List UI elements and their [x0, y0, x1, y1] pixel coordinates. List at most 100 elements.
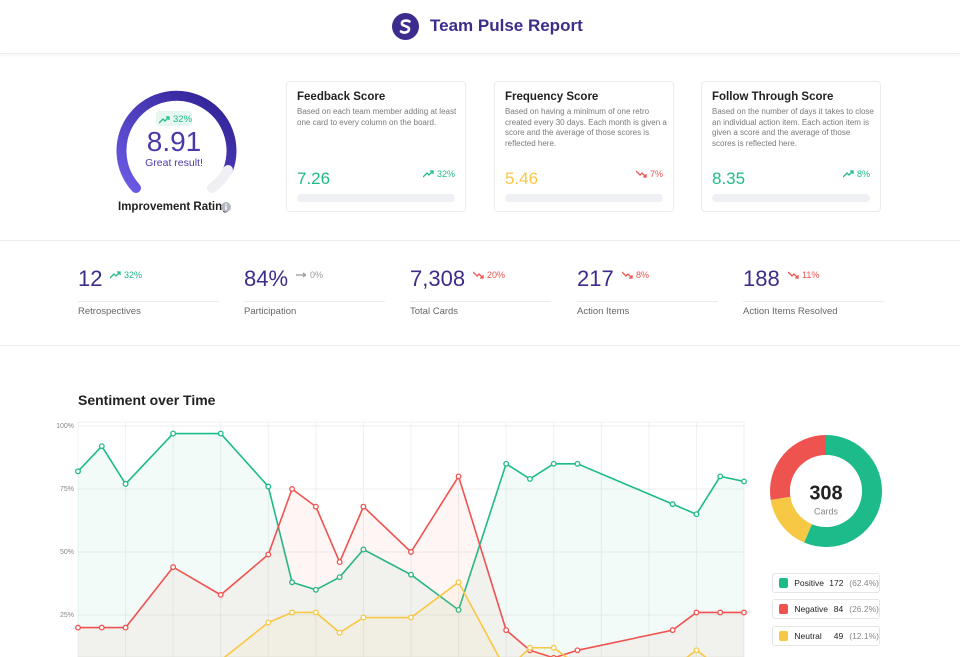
point [289, 609, 296, 616]
point [717, 609, 724, 616]
area [78, 476, 744, 657]
point [312, 586, 319, 593]
legend-name: Positive [794, 578, 824, 588]
stat-divider [244, 301, 385, 302]
line [223, 581, 707, 657]
legend-swatch [779, 604, 789, 614]
donut-total: 308 [809, 482, 842, 504]
point [170, 564, 177, 571]
legend-item: Positive 172 (62.4%) [772, 573, 880, 593]
point [693, 511, 700, 518]
change-value: 32% [436, 169, 455, 179]
y-tick-label: 100% [56, 423, 74, 430]
change-value: 32% [124, 270, 143, 280]
stat-label: Action Items Resolved [743, 306, 838, 317]
stat-value: 188 [743, 266, 780, 291]
progress-track [297, 194, 455, 202]
point [122, 481, 129, 487]
point [669, 501, 676, 508]
card-change: 8% [842, 169, 870, 179]
y-tick-label: 50% [60, 549, 74, 556]
y-tick-label: 75% [60, 486, 74, 493]
separator [0, 240, 960, 241]
separator [0, 345, 960, 346]
trend-icon [635, 170, 647, 178]
stat-value: 84% [244, 266, 289, 291]
point [122, 624, 129, 631]
point [360, 614, 367, 621]
line [77, 432, 745, 612]
card-description: Based on having a minimum of one retro c… [505, 107, 667, 148]
card-title: Frequency Score [505, 91, 599, 103]
stat-change: 32% [110, 270, 142, 280]
point [312, 609, 319, 616]
trend-head [302, 272, 307, 278]
trend-head [642, 174, 647, 178]
point [408, 549, 414, 555]
area [224, 582, 706, 657]
stat-label: Action Items [577, 306, 630, 317]
trend-head [166, 115, 170, 120]
gauge-caption: Great result! [145, 157, 203, 169]
donut-slice [770, 496, 813, 543]
point [217, 591, 224, 598]
trend-line [110, 271, 121, 279]
point [265, 619, 272, 626]
trend-line [622, 271, 633, 279]
stat: 84% 0% Participation [244, 264, 385, 322]
stat: 12 32% Retrospectives [78, 264, 219, 322]
legend-value: 49 [833, 631, 844, 641]
point [360, 503, 367, 510]
point [75, 624, 81, 631]
point [336, 629, 343, 636]
point [289, 579, 296, 586]
trend-head [480, 275, 484, 279]
score-card: Frequency Score Based on having a minimum… [494, 81, 674, 212]
change-value: 0% [310, 270, 324, 280]
logo [392, 13, 419, 40]
trend-line [635, 170, 647, 178]
card-title: Follow Through Score [712, 91, 834, 103]
gauge-change: 32% [159, 114, 192, 125]
stat-change: 0% [296, 270, 323, 280]
point [336, 559, 343, 566]
trend-head [429, 170, 434, 174]
info-icon[interactable] [221, 202, 231, 212]
stat-value: 7,308 [410, 266, 466, 291]
point [217, 430, 224, 437]
gauge [116, 90, 237, 193]
point [265, 551, 272, 558]
stat-divider [577, 301, 718, 302]
stat-label: Total Cards [410, 306, 459, 317]
point [289, 486, 296, 492]
stat: 217 8% Action Items [577, 264, 718, 322]
point [503, 627, 510, 634]
trend-icon [788, 271, 799, 279]
legend-swatch [779, 631, 789, 641]
stat-divider [743, 301, 884, 302]
card-change: 7% [635, 169, 663, 179]
header: Team Pulse Report [0, 0, 960, 54]
legend-swatch [779, 578, 789, 588]
trend-head [629, 275, 633, 279]
trend-head [117, 271, 121, 275]
point [312, 503, 319, 510]
change-value: 8% [636, 270, 650, 280]
trend-head [849, 170, 854, 174]
line [78, 474, 744, 657]
point [336, 574, 343, 581]
legend-item: Neutral 49 (12.1%) [772, 626, 880, 646]
title: Team Pulse Report [430, 16, 583, 35]
point [574, 647, 581, 654]
stat-change: 8% [622, 270, 649, 280]
stat: 188 11% Action Items Resolved [743, 264, 884, 322]
point [741, 478, 747, 485]
trend-line [159, 116, 170, 123]
stat-value: 12 [78, 266, 103, 291]
point [550, 644, 557, 651]
stat: 7,308 20% Total Cards [410, 264, 551, 322]
point [574, 460, 581, 467]
stat-change: 11% [788, 270, 819, 280]
progress-track [505, 194, 663, 202]
card-value: 8.35 [712, 169, 746, 188]
